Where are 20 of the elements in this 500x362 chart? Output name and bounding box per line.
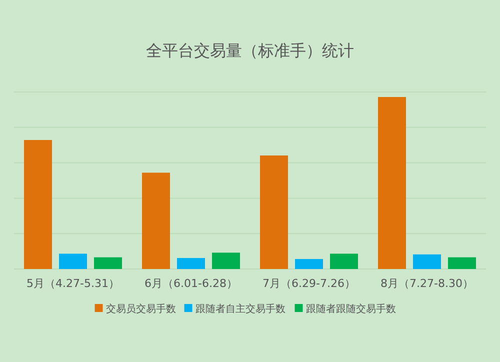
bar xyxy=(59,254,87,269)
x-tick-label: 7月（6.29-7.26） xyxy=(262,277,356,290)
bar xyxy=(330,254,358,269)
bar xyxy=(448,257,476,269)
bar xyxy=(378,97,406,269)
bar xyxy=(142,172,170,269)
bar xyxy=(212,252,240,269)
legend-label: 跟随者跟随交易手数 xyxy=(306,303,396,315)
x-tick-label: 6月（6.01-6.28） xyxy=(144,277,238,290)
legend-label: 交易员交易手数 xyxy=(106,303,176,315)
x-tick-label: 8月（7.27-8.30） xyxy=(380,277,474,290)
bar xyxy=(413,254,441,269)
bar xyxy=(94,257,122,269)
bar xyxy=(295,259,323,269)
bar xyxy=(24,140,52,269)
legend-label: 跟随者自主交易手数 xyxy=(195,303,286,315)
bar xyxy=(260,155,288,269)
chart-title: 全平台交易量（标准手）统计 xyxy=(146,41,354,60)
bar xyxy=(177,258,205,269)
x-tick-label: 5月（4.27-5.31） xyxy=(26,277,120,290)
